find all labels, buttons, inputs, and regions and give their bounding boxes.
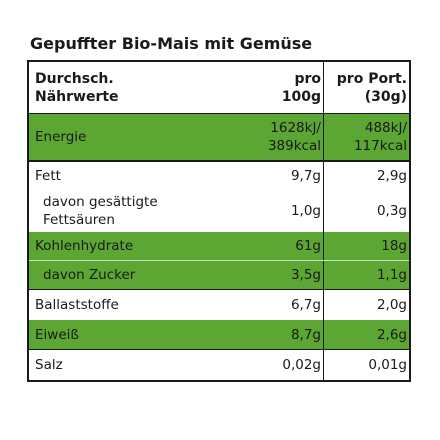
header-label-cell: Durchsch. Nährwerte [29, 62, 233, 113]
row-value-portion: 2,0g [376, 297, 407, 313]
energy-kcal-portion: 117kcal [353, 138, 407, 154]
row-value-portion: 2,9g [376, 168, 407, 184]
header-col2-line2: (30g) [364, 88, 407, 105]
row-value-100g: 1,0g [290, 203, 321, 219]
header-label-line2: Nährwerte [35, 88, 119, 105]
row-label: Fett [35, 168, 61, 184]
table-row-gesaettigte-fettsaeuren: davon gesättigte Fettsäuren 1,0g 0,3g [29, 190, 409, 232]
table-row-ballaststoffe: Ballaststoffe 6,7g 2,0g [29, 290, 409, 320]
energy-kcal-100g: 389kcal [267, 138, 321, 154]
energy-kj-portion: 488kJ/ [364, 120, 407, 136]
header-col2-cell: pro Port. (30g) [323, 62, 409, 113]
row-value-100g: 9,7g [290, 168, 321, 184]
row-value-100g: 3,5g [290, 267, 321, 283]
row-label: Eiweiß [35, 326, 79, 343]
table-row-energie: Energie 1628kJ/ 389kcal 488kJ/ 117kcal [29, 114, 409, 162]
column-divider [323, 162, 324, 190]
row-label-line2: Fettsäuren [43, 212, 115, 228]
row-value-100g: 6,7g [290, 297, 321, 313]
row-label: Ballaststoffe [35, 297, 119, 313]
column-divider [323, 232, 324, 260]
table-row-eiweiss: Eiweiß 8,7g 2,6g [29, 320, 409, 350]
column-divider [323, 350, 324, 380]
table-row-salz: Salz 0,02g 0,01g [29, 350, 409, 380]
row-label-line1: davon gesättigte [43, 194, 158, 210]
column-divider [323, 320, 324, 349]
row-label: Energie [35, 129, 87, 145]
header-col1-line2: 100g [281, 88, 321, 105]
column-divider [323, 261, 324, 289]
row-value-portion: 488kJ/ 117kcal [323, 114, 409, 160]
row-value-100g: 8,7g [290, 326, 321, 343]
row-label: davon gesättigte Fettsäuren [29, 190, 233, 232]
table-header-row: Durchsch. Nährwerte pro 100g pro Port. (… [29, 62, 409, 114]
row-value-100g: 1628kJ/ 389kcal [233, 114, 323, 160]
row-label: Kohlenhydrate [35, 238, 134, 254]
row-value-portion: 2,6g [376, 326, 407, 343]
column-divider [323, 114, 324, 160]
row-value-portion: 18g [381, 238, 407, 254]
row-value-100g: 0,02g [282, 357, 321, 373]
product-title: Gepuffter Bio-Mais mit Gemüse [30, 34, 313, 53]
header-col1-cell: pro 100g [233, 62, 323, 113]
column-divider [323, 62, 324, 113]
row-value-100g: 61g [295, 238, 321, 254]
table-row-fett: Fett 9,7g 2,9g [29, 162, 409, 190]
header-col2-line1: pro Port. [336, 70, 407, 87]
row-value-portion: 1,1g [376, 267, 407, 283]
column-divider [323, 290, 324, 320]
row-label: davon Zucker [43, 267, 136, 283]
row-value-portion: 0,01g [368, 357, 407, 373]
table-row-zucker: davon Zucker 3,5g 1,1g [29, 261, 409, 290]
nutrition-table: Durchsch. Nährwerte pro 100g pro Port. (… [27, 60, 411, 382]
row-label: Salz [35, 357, 63, 373]
header-col1-line1: pro [294, 70, 321, 87]
column-divider [323, 190, 324, 232]
header-label-line1: Durchsch. [35, 70, 114, 87]
row-value-portion: 0,3g [376, 203, 407, 219]
table-row-kohlenhydrate: Kohlenhydrate 61g 18g [29, 232, 409, 261]
energy-kj-100g: 1628kJ/ [270, 120, 321, 136]
